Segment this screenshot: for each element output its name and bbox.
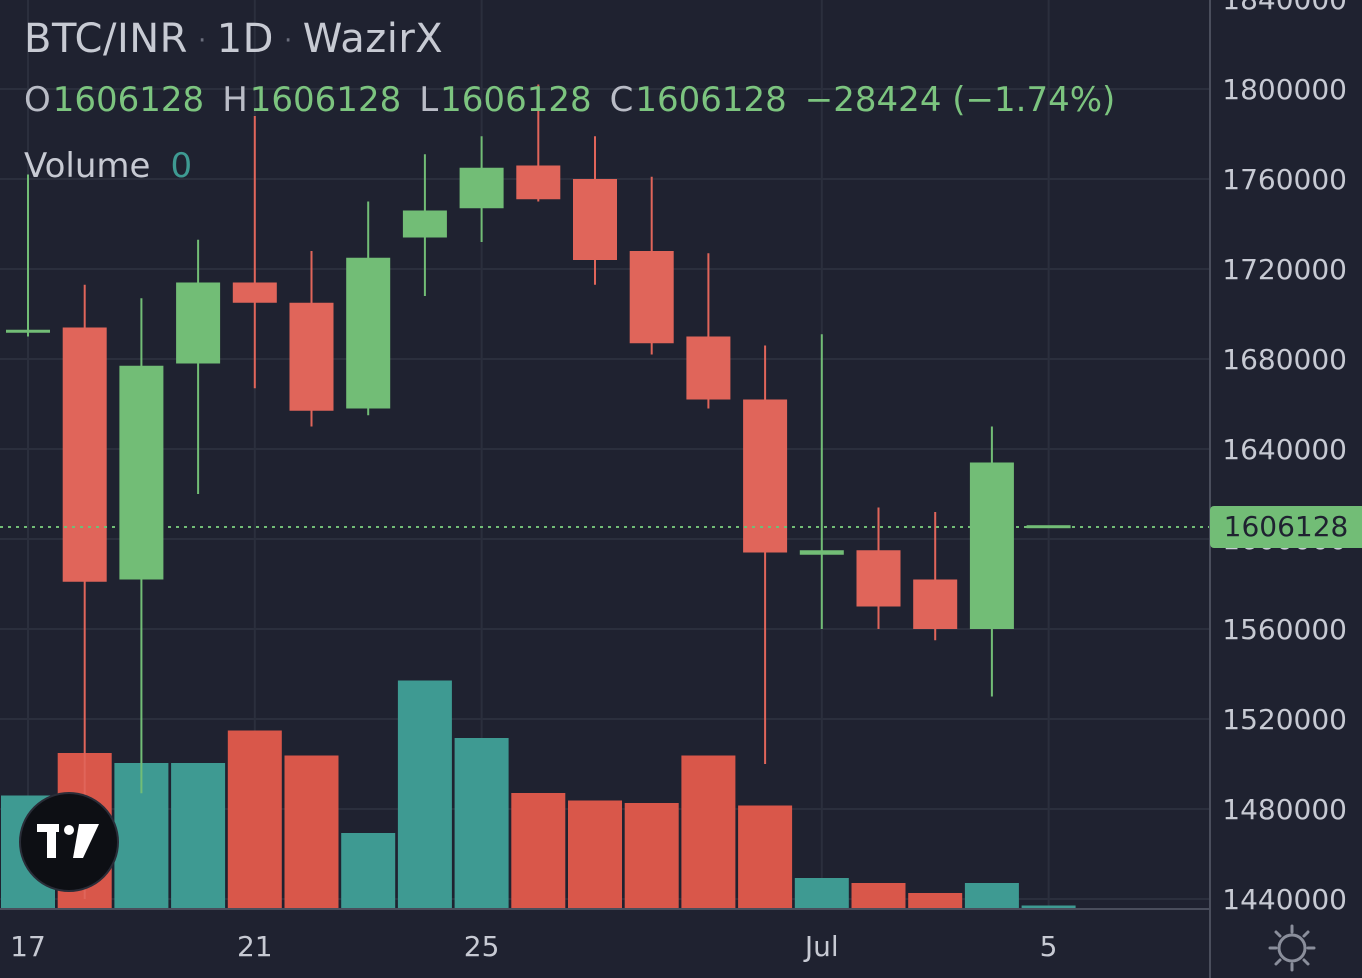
separator-1: ·: [197, 26, 207, 56]
tradingview-logo[interactable]: [19, 792, 119, 892]
candle-body: [799, 550, 844, 555]
candle-body: [346, 257, 391, 409]
open-label: O: [24, 80, 51, 120]
candle[interactable]: [573, 136, 617, 285]
volume-bar: [964, 883, 1019, 908]
volume-bar: [511, 793, 566, 908]
volume-bar: [908, 893, 963, 908]
volume-bar: [624, 803, 679, 908]
volume-bar: [681, 755, 736, 908]
y-tick-label: 1800000: [1222, 73, 1347, 106]
volume-bar: [341, 833, 396, 908]
candle[interactable]: [6, 174, 50, 337]
volume-bar: [171, 763, 226, 908]
candle-body: [573, 179, 617, 260]
candle-body: [969, 462, 1014, 629]
x-tick-label: 21: [237, 930, 273, 963]
volume-bar: [454, 738, 509, 908]
y-tick-label: 1760000: [1222, 163, 1347, 196]
candle-body: [62, 327, 107, 582]
candle[interactable]: [176, 239, 221, 494]
y-tick-label: 1720000: [1222, 253, 1347, 286]
low-label: L: [419, 80, 439, 120]
candle-body: [402, 210, 447, 238]
y-tick-label: 1840000: [1222, 0, 1347, 16]
candle[interactable]: [856, 507, 901, 630]
volume-bar: [284, 755, 339, 908]
y-tick-label: 1680000: [1222, 343, 1347, 376]
close-value: 1606128: [635, 80, 787, 120]
candle-body: [856, 550, 901, 607]
candle[interactable]: [629, 176, 674, 355]
candle[interactable]: [402, 154, 447, 296]
volume-bar: [227, 730, 282, 908]
candle[interactable]: [686, 253, 731, 409]
volume-bars: [1, 680, 1076, 908]
last-price-tag: 1606128: [1210, 506, 1362, 548]
y-tick-label: 1640000: [1222, 433, 1347, 466]
open-value: 1606128: [52, 80, 205, 120]
x-tick-label: 5: [1040, 930, 1058, 963]
x-tick-label: 25: [464, 930, 500, 963]
tradingview-logo-icon: [37, 824, 99, 858]
settings-button[interactable]: [1268, 924, 1316, 976]
volume-value: 0: [170, 146, 193, 186]
y-tick-label: 1520000: [1222, 703, 1347, 736]
interval[interactable]: 1D: [216, 16, 274, 62]
x-tick-label: 17: [10, 930, 46, 963]
candle-body: [516, 165, 561, 200]
candle-body: [176, 282, 221, 364]
candle-body: [743, 399, 788, 553]
separator-2: ·: [283, 26, 293, 56]
ohlc-row: O1606128 H1606128 L1606128 C1606128 −28424 (…: [24, 76, 1133, 124]
gear-icon: [1268, 924, 1316, 972]
x-tick-label: Jul: [803, 930, 839, 963]
candle[interactable]: [119, 298, 164, 794]
candle[interactable]: [459, 136, 504, 242]
candle-body: [6, 329, 50, 333]
chart-legend: BTC/INR · 1D · WazirX O1606128 H1606128 L16061…: [24, 14, 1133, 190]
candle-body: [232, 282, 277, 303]
candle[interactable]: [969, 426, 1014, 697]
candle[interactable]: [232, 116, 277, 389]
volume-bar: [794, 878, 849, 908]
candle-body: [459, 167, 504, 209]
volume-bar: [738, 805, 793, 908]
candle[interactable]: [913, 512, 958, 641]
volume-bar: [568, 800, 622, 908]
candle-body: [119, 365, 164, 580]
candle[interactable]: [743, 345, 788, 765]
candle[interactable]: [346, 201, 391, 416]
volume-bar: [1021, 905, 1076, 908]
y-tick-label: 1560000: [1222, 613, 1347, 646]
candle[interactable]: [289, 251, 334, 427]
price-axis: 1440000148000015200001560000160000016400…: [1222, 0, 1347, 916]
candles: [6, 84, 1071, 899]
candle-body: [289, 302, 334, 411]
candle-body: [686, 336, 731, 400]
symbol-row: BTC/INR · 1D · WazirX: [24, 14, 1133, 64]
volume-bar: [397, 680, 452, 908]
volume-label[interactable]: Volume: [24, 146, 151, 186]
close-label: C: [609, 80, 634, 120]
y-tick-label: 1440000: [1222, 883, 1347, 916]
change-value: −28424 (−1.74%): [804, 80, 1116, 120]
low-value: 1606128: [440, 80, 592, 120]
candle-body: [913, 579, 958, 629]
candle-body: [629, 251, 674, 344]
symbol[interactable]: BTC/INR: [24, 16, 188, 62]
high-label: H: [222, 80, 248, 120]
y-tick-label: 1480000: [1222, 793, 1347, 826]
volume-bar: [851, 883, 906, 908]
candle[interactable]: [799, 334, 844, 629]
candle[interactable]: [516, 84, 561, 202]
high-value: 1606128: [249, 80, 402, 120]
volume-row: Volume 0: [24, 142, 1133, 190]
time-axis: 17 21 25 Jul 5: [10, 930, 1057, 963]
exchange: WazirX: [302, 16, 444, 62]
